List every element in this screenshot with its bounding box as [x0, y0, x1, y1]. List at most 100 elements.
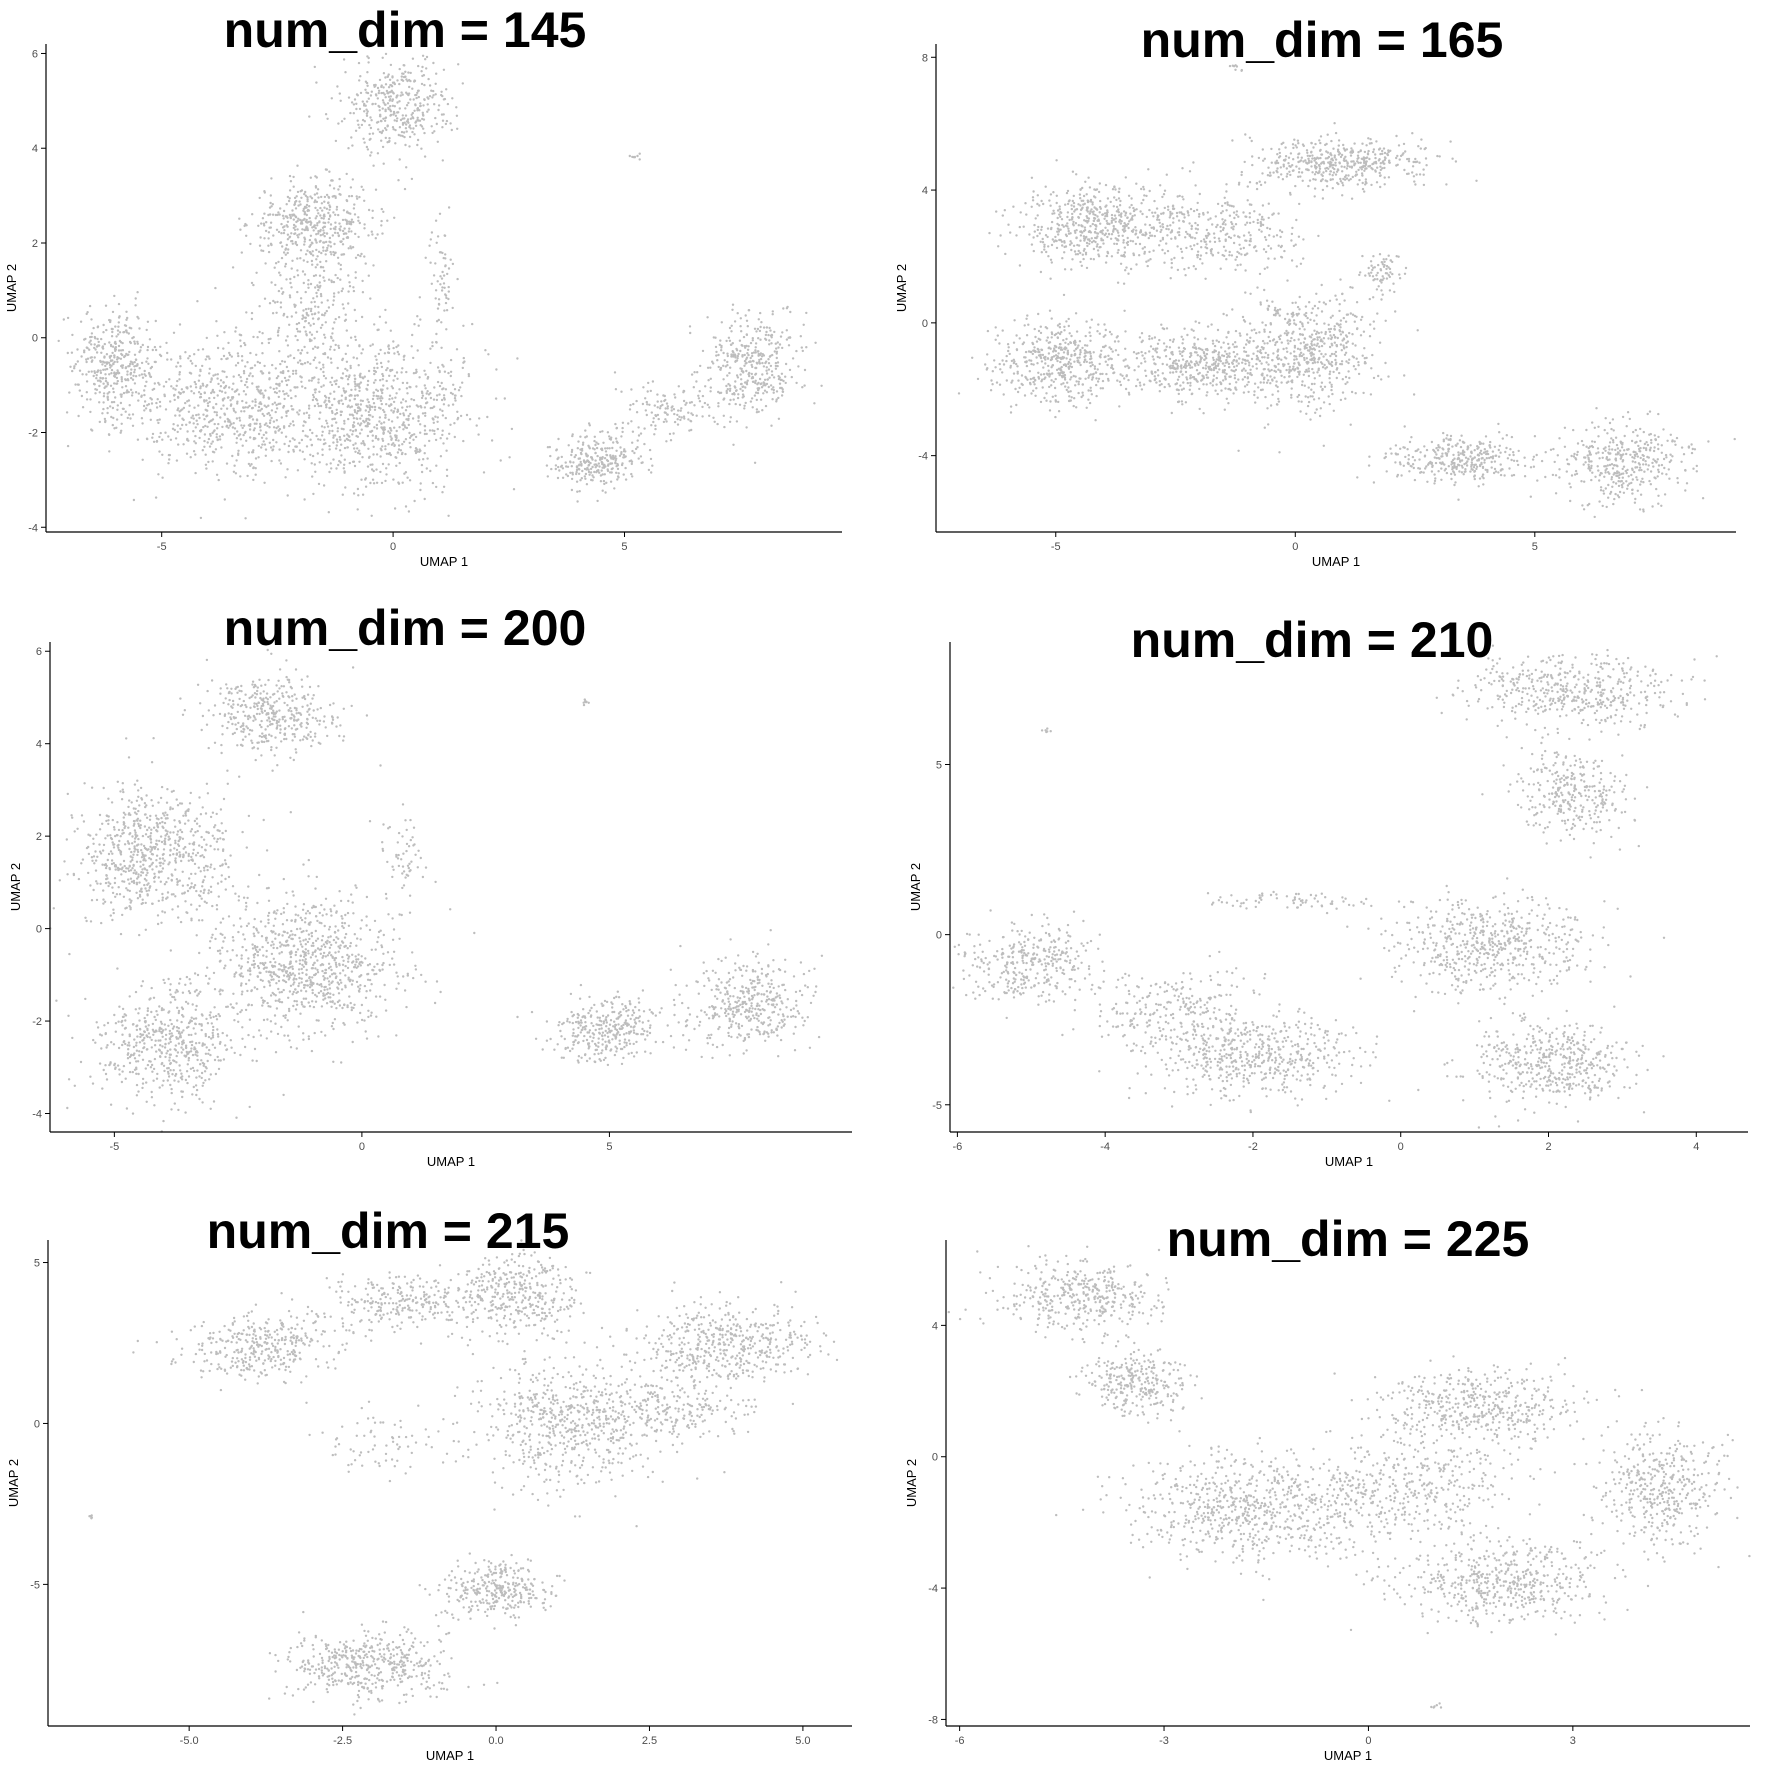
cell-point	[371, 216, 374, 220]
cell-point	[384, 416, 387, 419]
cell-point	[455, 106, 458, 109]
cell-point	[391, 368, 394, 372]
cell-point	[226, 417, 229, 421]
cell-point	[71, 333, 74, 337]
cell-point	[789, 310, 792, 314]
cell-point	[1234, 268, 1237, 271]
cell-point	[751, 359, 755, 363]
cell-point	[360, 442, 363, 445]
cell-point	[1202, 213, 1205, 216]
cell-point	[423, 131, 426, 135]
cell-point	[1087, 176, 1090, 179]
cell-point	[429, 261, 432, 264]
cell-point	[301, 270, 305, 273]
cell-point	[373, 405, 377, 409]
cell-point	[436, 280, 439, 283]
cell-point	[755, 398, 758, 402]
cell-point	[305, 333, 308, 336]
cell-point	[303, 210, 306, 214]
cell-point	[356, 403, 360, 406]
cell-point	[286, 233, 290, 236]
cell-point	[1366, 153, 1370, 156]
cell-point	[274, 213, 278, 217]
cell-point	[324, 113, 328, 116]
cell-point	[387, 73, 390, 76]
cell-point	[595, 464, 599, 467]
cell-point	[440, 289, 444, 292]
cell-point	[1337, 139, 1341, 142]
cell-point	[363, 255, 366, 258]
cell-point	[490, 439, 494, 442]
cell-point	[391, 91, 395, 94]
cell-point	[1143, 246, 1146, 249]
cell-point	[1113, 242, 1116, 245]
cell-point	[1384, 157, 1387, 160]
cell-point	[90, 343, 93, 346]
cell-point	[349, 429, 352, 432]
cell-point	[374, 355, 377, 358]
cell-point	[308, 245, 311, 248]
cell-point	[365, 387, 368, 391]
cell-point	[1280, 173, 1283, 176]
cell-point	[1171, 207, 1175, 211]
cell-point	[722, 351, 725, 355]
cell-point	[673, 393, 676, 396]
cell-point	[461, 82, 464, 85]
cell-point	[341, 493, 344, 496]
cell-point	[587, 422, 591, 425]
cell-point	[392, 340, 395, 343]
cell-point	[1379, 165, 1382, 168]
cell-point	[416, 118, 419, 122]
cell-point	[330, 97, 333, 100]
cell-point	[267, 341, 271, 345]
cell-point	[239, 345, 243, 348]
cell-point	[656, 406, 659, 409]
cell-point	[1205, 236, 1208, 240]
cell-point	[430, 125, 433, 128]
cell-point	[324, 249, 328, 252]
cell-point	[370, 119, 373, 122]
cell-point	[462, 356, 465, 360]
cell-point	[372, 391, 375, 394]
cell-point	[375, 453, 379, 456]
cell-point	[363, 120, 366, 123]
cell-point	[1105, 254, 1109, 258]
cell-point	[357, 422, 360, 425]
cell-point	[455, 348, 459, 351]
cell-point	[417, 95, 420, 99]
cell-point	[282, 209, 286, 213]
cell-point	[645, 413, 648, 417]
cell-point	[1001, 214, 1004, 217]
cell-point	[194, 426, 197, 429]
cell-point	[1105, 213, 1109, 216]
cell-point	[424, 58, 427, 61]
cell-point	[402, 412, 405, 415]
cell-point	[116, 329, 120, 332]
cell-point	[311, 398, 315, 402]
cell-point	[213, 422, 216, 426]
cell-point	[305, 411, 308, 414]
cell-point	[149, 375, 153, 379]
cell-point	[395, 464, 398, 467]
cell-point	[1307, 184, 1310, 188]
cell-point	[324, 253, 327, 256]
cell-point	[604, 491, 607, 494]
cell-point	[616, 478, 619, 481]
cell-point	[1387, 149, 1390, 152]
cell-point	[393, 112, 396, 115]
cell-point	[258, 422, 262, 426]
cell-point	[430, 282, 433, 285]
cell-point	[1333, 154, 1336, 157]
cell-point	[785, 338, 789, 341]
cell-point	[408, 479, 412, 482]
cell-point	[1341, 181, 1344, 185]
cell-point	[167, 435, 170, 438]
cell-point	[765, 326, 769, 329]
cell-point	[331, 403, 334, 407]
cell-point	[1051, 212, 1054, 215]
cell-point	[795, 381, 798, 385]
cell-point	[309, 324, 312, 327]
cell-point	[739, 373, 742, 376]
cell-point	[1395, 134, 1398, 138]
cell-point	[588, 424, 591, 427]
